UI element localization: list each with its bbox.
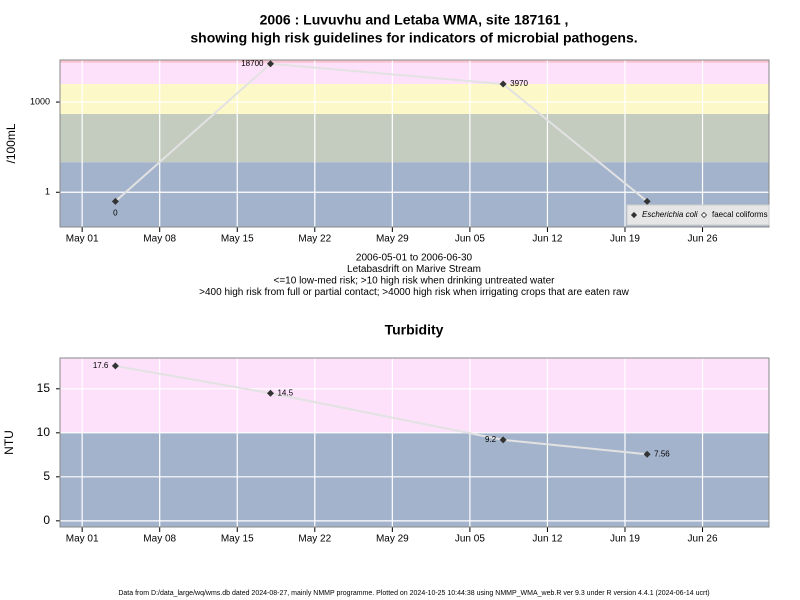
risk-band: [60, 62, 769, 84]
series-line: [115, 364, 648, 456]
data-label: 14.5: [277, 388, 293, 397]
y-axis-label: NTU: [2, 430, 16, 455]
y-axis-label: /100mL: [4, 123, 18, 163]
y-tick-label: 1000: [30, 96, 50, 106]
data-label: 3970: [510, 79, 528, 88]
data-point: [643, 450, 651, 458]
data-label: 9.2: [485, 435, 497, 444]
x-tick-label: May 22: [298, 234, 331, 245]
risk-band: [60, 60, 769, 63]
series-line: [114, 62, 648, 203]
data-label: 17.6: [93, 361, 109, 370]
data-point: [266, 60, 274, 68]
x-tick-label: May 29: [376, 234, 409, 245]
chart-subtitle: showing high risk guidelines for indicat…: [190, 30, 637, 46]
y-tick-label: 5: [43, 469, 50, 483]
legend-marker: [630, 211, 638, 219]
chart-title: Turbidity: [385, 322, 444, 338]
x-tick-label: May 08: [143, 234, 176, 245]
x-tick-label: May 08: [143, 534, 176, 545]
y-tick-label: 15: [37, 381, 51, 395]
x-tick-label: Jun 19: [610, 534, 640, 545]
data-point: [111, 197, 119, 205]
x-tick-label: May 01: [66, 234, 99, 245]
legend-box: [626, 204, 770, 226]
chart-note: <=10 low-med risk; >10 high risk when dr…: [274, 276, 556, 287]
y-tick-label: 10: [37, 425, 51, 439]
chart-note: Letabasdrift on Marive Stream: [347, 264, 481, 275]
data-label: 18700: [241, 59, 264, 68]
x-tick-label: May 29: [376, 534, 409, 545]
risk-band: [60, 432, 769, 527]
legend-marker: [700, 211, 708, 219]
plot-frame: [59, 59, 770, 228]
data-label: 0: [113, 208, 118, 217]
x-tick-label: Jun 12: [532, 234, 562, 245]
legend-label: faecal coliforms: [712, 210, 768, 219]
plot-frame: [59, 357, 770, 528]
x-tick-label: Jun 12: [532, 534, 562, 545]
x-tick-label: May 15: [221, 234, 254, 245]
data-point: [643, 197, 651, 205]
risk-band: [60, 83, 769, 115]
risk-band: [60, 114, 769, 163]
x-tick-label: Jun 05: [455, 534, 485, 545]
x-tick-label: May 15: [221, 534, 254, 545]
risk-band: [60, 358, 769, 433]
x-tick-label: Jun 26: [688, 534, 718, 545]
data-point: [499, 436, 507, 444]
y-tick-label: 0: [43, 513, 50, 527]
data-point: [111, 362, 119, 370]
chart-note: 2006-05-01 to 2006-06-30: [356, 253, 473, 264]
data-label: 7.56: [654, 449, 670, 458]
chart-note: >400 high risk from full or partial cont…: [199, 287, 629, 298]
data-point: [266, 389, 274, 397]
x-tick-label: Jun 19: [610, 234, 640, 245]
y-tick-label: 1: [45, 187, 50, 197]
x-tick-label: May 01: [66, 534, 99, 545]
x-tick-label: Jun 05: [455, 234, 485, 245]
x-tick-label: Jun 26: [688, 234, 718, 245]
chart-title: 2006 : Luvuvhu and Letaba WMA, site 1871…: [260, 12, 569, 28]
data-point: [499, 80, 507, 88]
x-tick-label: May 22: [298, 534, 331, 545]
footer: Data from D:/data_large/wq/wms.db dated …: [118, 590, 709, 597]
legend-label: Escherichia coli: [642, 210, 698, 219]
